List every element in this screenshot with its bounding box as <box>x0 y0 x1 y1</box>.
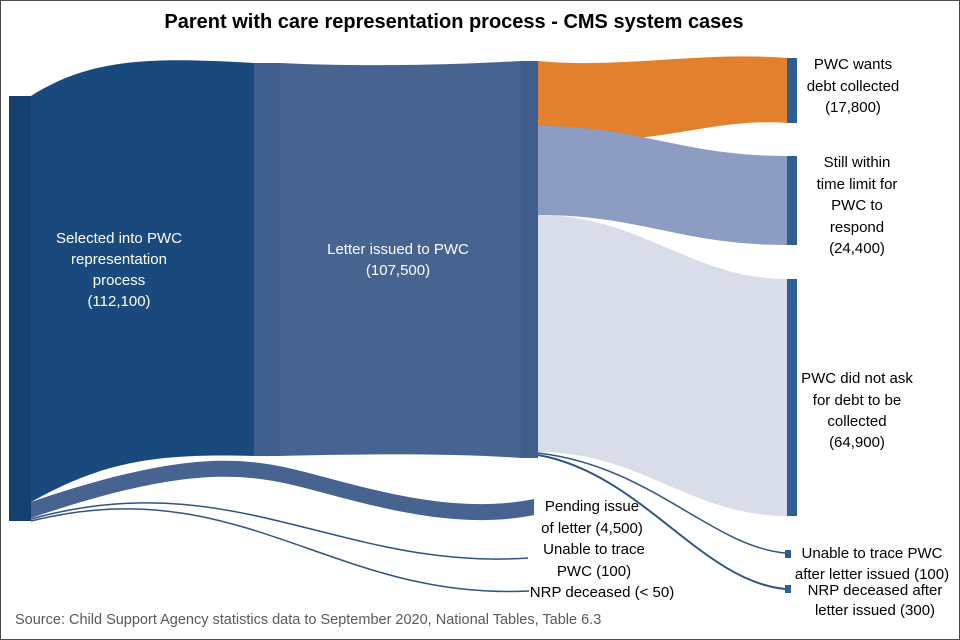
node-did-not-ask-bar <box>787 279 797 516</box>
node-selected-bar <box>9 96 31 521</box>
label-still-within-line1: Still within <box>824 154 891 171</box>
label-pwc-wants-line2: debt collected <box>807 78 900 95</box>
label-did-not-ask-line1: PWC did not ask <box>801 370 913 387</box>
flow-pwc-wants-debt <box>538 56 787 140</box>
label-still-within-value: (24,400) <box>829 240 885 257</box>
label-selected-line3: process <box>93 272 146 289</box>
label-letter-issued-line1: Letter issued to PWC <box>327 241 469 258</box>
label-did-not-ask-value: (64,900) <box>829 434 885 451</box>
node-nrp-after-tick <box>785 585 791 593</box>
label-unable-after-line2: after letter issued (100) <box>795 566 949 583</box>
flow-selected-to-letter <box>31 60 254 503</box>
label-nrp-after-line1: NRP deceased after <box>808 582 943 599</box>
label-letter-issued-value: (107,500) <box>366 262 430 279</box>
flow-did-not-ask <box>538 215 787 516</box>
label-did-not-ask-line3: collected <box>827 413 886 430</box>
flow-nrp-after <box>537 454 786 590</box>
label-pwc-wants-value: (17,800) <box>825 99 881 116</box>
label-nrp-deceased: NRP deceased (< 50) <box>530 584 674 601</box>
label-nrp-after-line2: letter issued (300) <box>815 602 935 619</box>
label-still-within-line2: time limit for <box>817 176 898 193</box>
label-pending-line2: of letter (4,500) <box>541 520 643 537</box>
flow-pending-issue <box>31 460 534 521</box>
node-unable-after-tick <box>785 550 791 558</box>
label-selected-value: (112,100) <box>87 293 150 310</box>
label-pwc-wants-line1: PWC wants <box>814 56 892 73</box>
flow-unable-to-trace <box>30 502 529 560</box>
flow-nrp-deceased <box>30 508 530 593</box>
label-pending-line1: Pending issue <box>545 498 639 515</box>
label-still-within-line3: PWC to <box>831 197 883 214</box>
label-still-within-line4: respond <box>830 219 884 236</box>
flow-unable-after <box>537 452 786 554</box>
node-pwc-wants-bar <box>787 58 797 123</box>
source-note: Source: Child Support Agency statistics … <box>15 612 601 628</box>
node-still-within-bar <box>787 156 797 245</box>
flow-still-within <box>538 126 787 245</box>
node-letter-issued-bar-left <box>254 63 280 456</box>
label-unable-trace-line1: Unable to trace <box>543 541 645 558</box>
label-selected-line2: representation <box>71 251 167 268</box>
chart-title: Parent with care representation process … <box>164 11 743 33</box>
label-selected-line1: Selected into PWC <box>56 230 182 247</box>
label-unable-trace-line2: PWC (100) <box>557 563 631 580</box>
node-letter-issued-bar-right <box>521 61 538 458</box>
flow-letter-internal <box>280 61 521 458</box>
label-did-not-ask-line2: for debt to be <box>813 392 901 409</box>
label-unable-after-line1: Unable to trace PWC <box>802 545 943 562</box>
